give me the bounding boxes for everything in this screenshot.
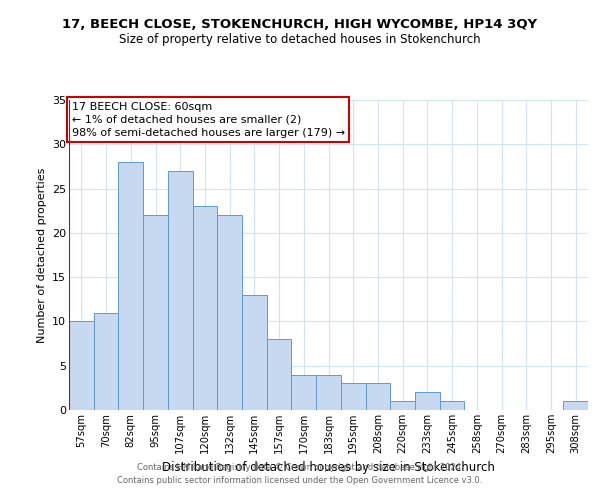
Text: 17 BEECH CLOSE: 60sqm
← 1% of detached houses are smaller (2)
98% of semi-detach: 17 BEECH CLOSE: 60sqm ← 1% of detached h…: [71, 102, 345, 138]
Bar: [390, 401, 415, 410]
X-axis label: Distribution of detached houses by size in Stokenchurch: Distribution of detached houses by size …: [162, 462, 495, 474]
Bar: [143, 215, 168, 410]
Bar: [563, 401, 588, 410]
Bar: [242, 295, 267, 410]
Bar: [193, 206, 217, 410]
Bar: [316, 374, 341, 410]
Bar: [267, 339, 292, 410]
Bar: [94, 312, 118, 410]
Text: Contains HM Land Registry data © Crown copyright and database right 2024.: Contains HM Land Registry data © Crown c…: [137, 464, 463, 472]
Bar: [292, 374, 316, 410]
Text: Contains public sector information licensed under the Open Government Licence v3: Contains public sector information licen…: [118, 476, 482, 485]
Bar: [118, 162, 143, 410]
Bar: [341, 384, 365, 410]
Y-axis label: Number of detached properties: Number of detached properties: [37, 168, 47, 342]
Bar: [168, 171, 193, 410]
Bar: [365, 384, 390, 410]
Bar: [217, 215, 242, 410]
Text: 17, BEECH CLOSE, STOKENCHURCH, HIGH WYCOMBE, HP14 3QY: 17, BEECH CLOSE, STOKENCHURCH, HIGH WYCO…: [62, 18, 538, 30]
Bar: [69, 322, 94, 410]
Bar: [415, 392, 440, 410]
Text: Size of property relative to detached houses in Stokenchurch: Size of property relative to detached ho…: [119, 32, 481, 46]
Bar: [440, 401, 464, 410]
